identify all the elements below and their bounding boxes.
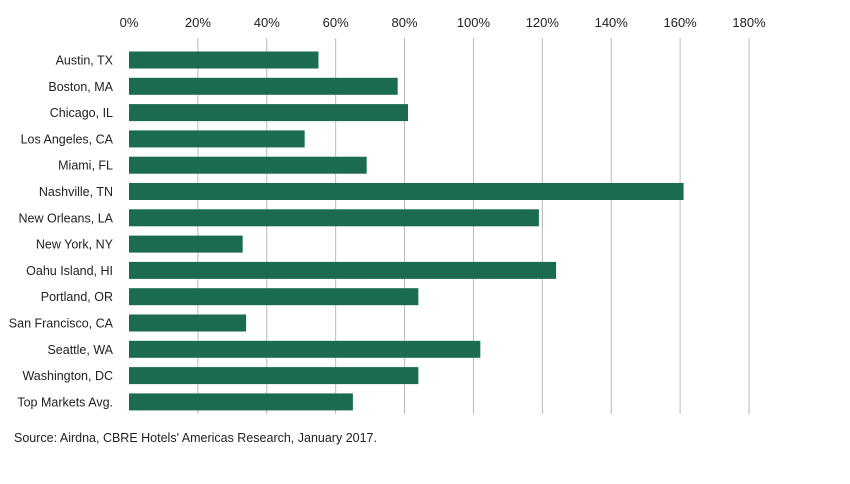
category-label: Seattle, WA bbox=[47, 343, 113, 357]
bar bbox=[129, 209, 539, 227]
x-tick-label: 180% bbox=[732, 15, 766, 30]
bar bbox=[129, 77, 398, 95]
bar bbox=[129, 130, 305, 148]
x-axis-ticks: 0% 20% 40% 60% 80% 100% 120% 140% 160% 180% bbox=[120, 15, 766, 30]
bars bbox=[129, 51, 684, 411]
bar bbox=[129, 367, 419, 385]
bar bbox=[129, 340, 481, 358]
bar bbox=[129, 261, 557, 279]
category-label: Chicago, IL bbox=[50, 106, 113, 120]
category-label: Austin, TX bbox=[56, 54, 114, 68]
x-tick-label: 40% bbox=[254, 15, 280, 30]
x-tick-label: 160% bbox=[663, 15, 697, 30]
bar bbox=[129, 183, 684, 200]
x-tick-label: 0% bbox=[120, 15, 139, 30]
category-label: Portland, OR bbox=[41, 290, 113, 304]
x-tick-label: 80% bbox=[392, 15, 418, 30]
category-label: New York, NY bbox=[36, 238, 114, 252]
x-tick-label: 120% bbox=[526, 15, 560, 30]
bar bbox=[129, 51, 319, 69]
bar bbox=[129, 235, 243, 253]
category-label: Nashville, TN bbox=[39, 185, 113, 199]
y-axis-categories: Austin, TX Boston, MA Chicago, IL Los Angel… bbox=[9, 54, 114, 410]
x-tick-label: 100% bbox=[457, 15, 491, 30]
category-label: Miami, FL bbox=[58, 159, 113, 173]
x-tick-label: 20% bbox=[185, 15, 211, 30]
category-label: Los Angeles, CA bbox=[21, 132, 114, 146]
x-tick-label: 60% bbox=[323, 15, 349, 30]
category-label: New Orleans, LA bbox=[19, 211, 114, 225]
bar bbox=[129, 288, 419, 306]
category-label: Top Markets Avg. bbox=[17, 395, 113, 409]
category-label: Boston, MA bbox=[48, 80, 113, 94]
bar bbox=[129, 314, 247, 332]
source-note: Source: Airdna, CBRE Hotels' Americas Re… bbox=[14, 431, 377, 445]
bar bbox=[129, 156, 367, 174]
category-label: Oahu Island, HI bbox=[26, 264, 113, 278]
category-label: San Francisco, CA bbox=[9, 317, 114, 331]
x-tick-label: 140% bbox=[595, 15, 629, 30]
category-label: Washington, DC bbox=[22, 369, 113, 383]
bar bbox=[129, 104, 408, 122]
bar bbox=[129, 393, 353, 411]
